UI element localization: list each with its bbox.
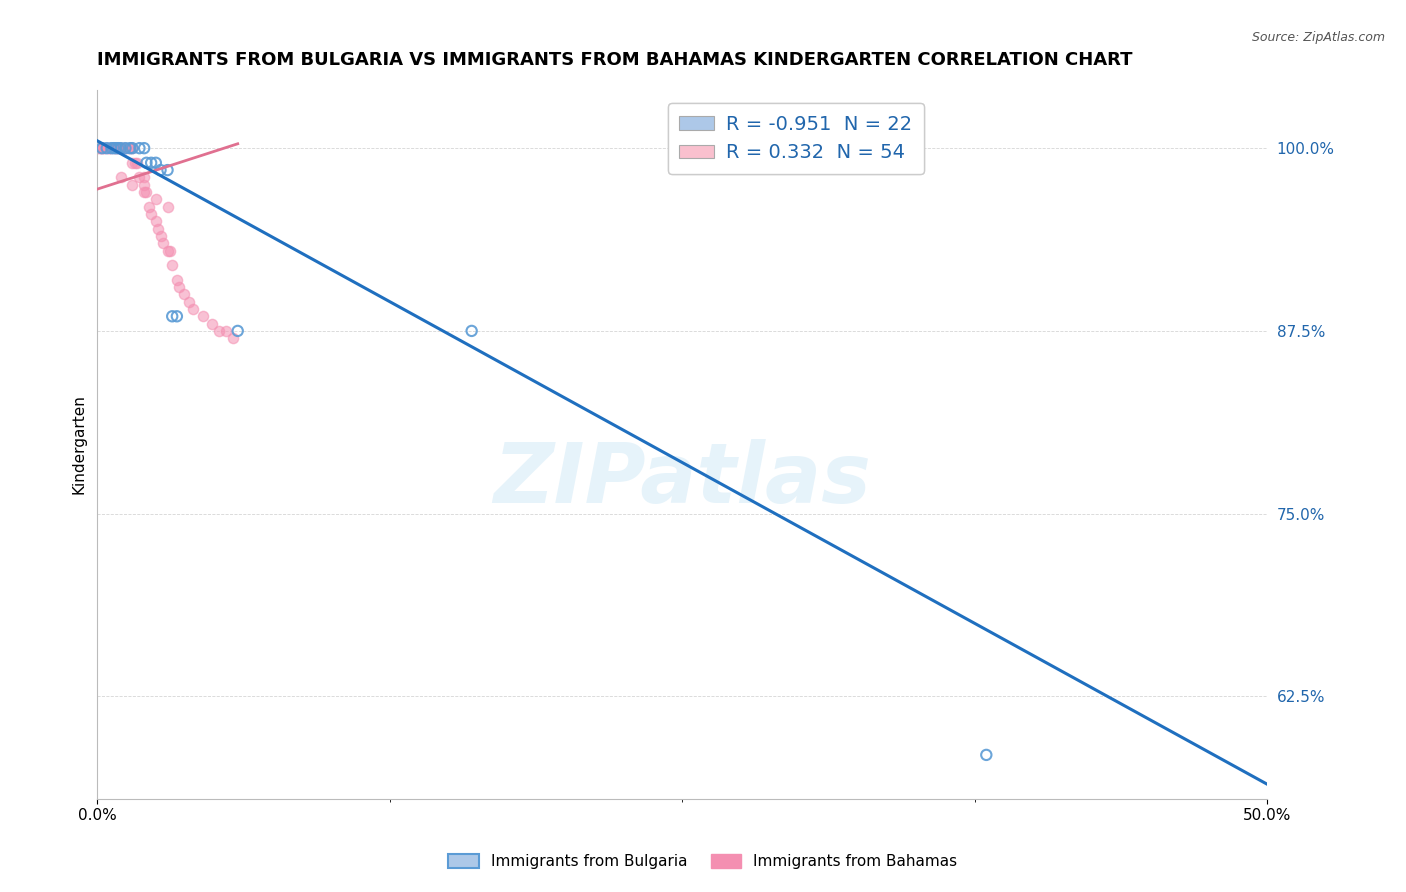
Point	[127, 155, 149, 169]
Point	[166, 310, 188, 324]
Point	[110, 141, 132, 155]
Point	[96, 141, 118, 155]
Point	[976, 747, 998, 762]
Point	[93, 141, 115, 155]
Point	[121, 141, 143, 155]
Point	[105, 141, 128, 155]
Point	[156, 200, 179, 214]
Point	[201, 317, 224, 331]
Point	[134, 141, 156, 155]
Point	[117, 141, 139, 155]
Point	[177, 294, 200, 309]
Point	[149, 163, 172, 178]
Point	[86, 141, 108, 155]
Text: Source: ZipAtlas.com: Source: ZipAtlas.com	[1251, 31, 1385, 45]
Point	[100, 141, 122, 155]
Point	[98, 141, 121, 155]
Point	[134, 178, 156, 192]
Point	[135, 155, 157, 169]
Point	[107, 141, 129, 155]
Point	[146, 221, 169, 235]
Point	[152, 236, 174, 251]
Point	[167, 280, 190, 294]
Point	[91, 141, 114, 155]
Point	[124, 155, 146, 169]
Point	[121, 141, 143, 155]
Point	[86, 141, 108, 155]
Point	[160, 258, 183, 272]
Legend: R = -0.951  N = 22, R = 0.332  N = 54: R = -0.951 N = 22, R = 0.332 N = 54	[668, 103, 924, 174]
Point	[93, 141, 115, 155]
Point	[96, 141, 118, 155]
Text: ZIPatlas: ZIPatlas	[494, 439, 872, 520]
Point	[134, 185, 156, 199]
Point	[134, 170, 156, 185]
Point	[181, 301, 204, 316]
Point	[103, 141, 125, 155]
Point	[226, 324, 249, 338]
Point	[100, 141, 122, 155]
Point	[145, 155, 167, 169]
Point	[156, 163, 179, 178]
Point	[141, 207, 163, 221]
Point	[128, 141, 150, 155]
Point	[120, 141, 142, 155]
Point	[107, 141, 129, 155]
Point	[91, 141, 114, 155]
Y-axis label: Kindergarten: Kindergarten	[72, 394, 86, 494]
Point	[160, 310, 183, 324]
Point	[208, 324, 231, 338]
Legend: Immigrants from Bulgaria, Immigrants from Bahamas: Immigrants from Bulgaria, Immigrants fro…	[443, 848, 963, 875]
Point	[98, 141, 121, 155]
Text: IMMIGRANTS FROM BULGARIA VS IMMIGRANTS FROM BAHAMAS KINDERGARTEN CORRELATION CHA: IMMIGRANTS FROM BULGARIA VS IMMIGRANTS F…	[97, 51, 1133, 69]
Point	[159, 244, 181, 258]
Point	[128, 170, 150, 185]
Point	[121, 155, 143, 169]
Point	[222, 331, 245, 345]
Point	[166, 273, 188, 287]
Point	[156, 244, 179, 258]
Point	[191, 310, 214, 324]
Point	[91, 141, 114, 155]
Point	[110, 170, 132, 185]
Point	[105, 141, 128, 155]
Point	[114, 141, 136, 155]
Point	[89, 141, 111, 155]
Point	[121, 178, 143, 192]
Point	[110, 141, 132, 155]
Point	[149, 228, 172, 243]
Point	[105, 141, 128, 155]
Point	[460, 324, 482, 338]
Point	[215, 324, 238, 338]
Point	[110, 141, 132, 155]
Point	[138, 200, 160, 214]
Point	[89, 141, 111, 155]
Point	[173, 287, 195, 301]
Point	[114, 141, 136, 155]
Point	[120, 141, 142, 155]
Point	[103, 141, 125, 155]
Point	[145, 214, 167, 228]
Point	[112, 141, 135, 155]
Point	[145, 192, 167, 206]
Point	[135, 185, 157, 199]
Point	[141, 155, 163, 169]
